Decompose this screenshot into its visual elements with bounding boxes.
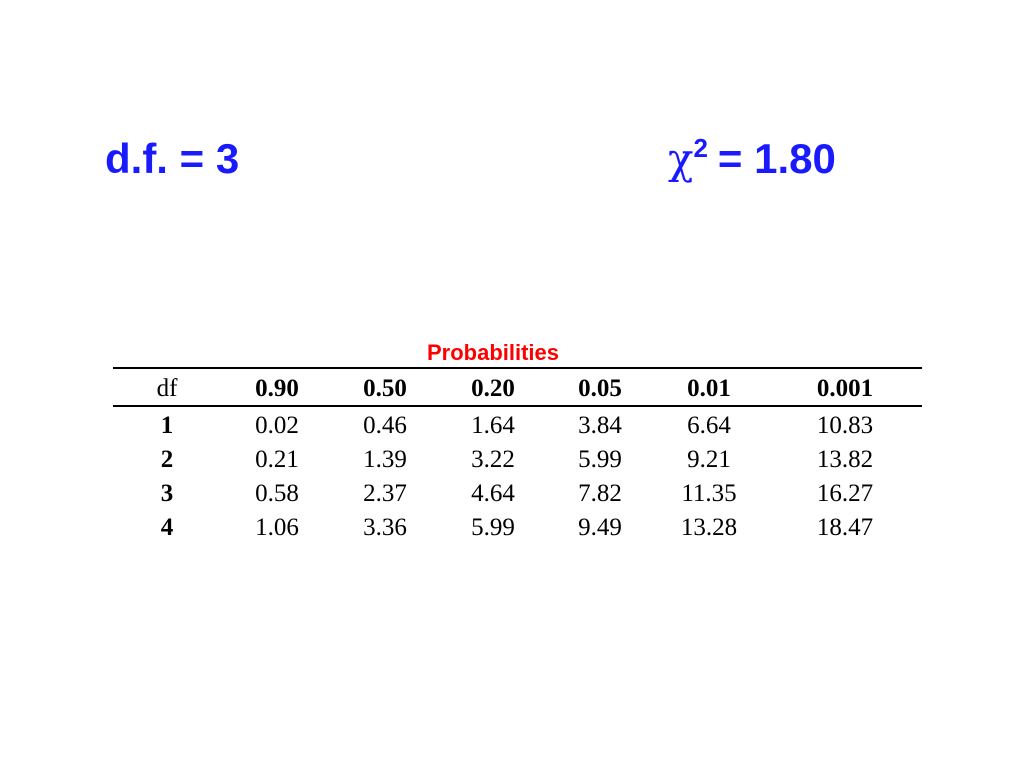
table-cell: 18.47 [817, 514, 873, 541]
table-cell: 2.37 [363, 480, 407, 507]
table-cell: 11.35 [681, 480, 736, 507]
row-header: 2 [161, 446, 174, 473]
table-cell: 3.84 [578, 412, 622, 439]
column-header: 0.001 [817, 375, 873, 402]
table-cell: 5.99 [471, 514, 515, 541]
table-cell: 0.58 [255, 480, 299, 507]
table-cell: 1.64 [471, 412, 515, 439]
column-header: df [157, 375, 179, 402]
df-label: d.f. = 3 [105, 135, 239, 182]
table-cell: 0.21 [255, 446, 299, 473]
chi-square-label: χ2 = 1.80 [668, 133, 836, 183]
table-cell: 4.64 [471, 480, 515, 507]
table-cell: 16.27 [817, 480, 873, 507]
table-cell: 10.83 [817, 412, 873, 439]
column-header: 0.05 [578, 375, 622, 402]
row-header: 1 [161, 412, 174, 439]
table-cell: 6.64 [687, 412, 731, 439]
table-cell: 3.36 [363, 514, 407, 541]
table-cell: 13.82 [817, 446, 873, 473]
column-header: 0.20 [471, 375, 515, 402]
table-cell: 5.99 [578, 446, 622, 473]
table-cell: 0.02 [255, 412, 299, 439]
table-cell: 0.46 [363, 412, 407, 439]
table-cell: 1.06 [255, 514, 299, 541]
column-header: 0.01 [687, 375, 731, 402]
row-header: 3 [161, 480, 174, 507]
chi-superscript: 2 [693, 133, 707, 163]
column-header: 0.50 [363, 375, 407, 402]
table-cell: 3.22 [471, 446, 515, 473]
chi-symbol: χ [668, 134, 693, 183]
table-cell: 7.82 [578, 480, 622, 507]
table-cell: 9.49 [578, 514, 622, 541]
row-header: 4 [161, 514, 174, 541]
table-cell: 13.28 [681, 514, 737, 541]
column-header: 0.90 [255, 375, 299, 402]
table-cell: 1.39 [363, 446, 407, 473]
table-cell: 9.21 [687, 446, 731, 473]
chi-value: = 1.80 [718, 135, 836, 182]
table-caption: Probabilities [427, 340, 559, 365]
